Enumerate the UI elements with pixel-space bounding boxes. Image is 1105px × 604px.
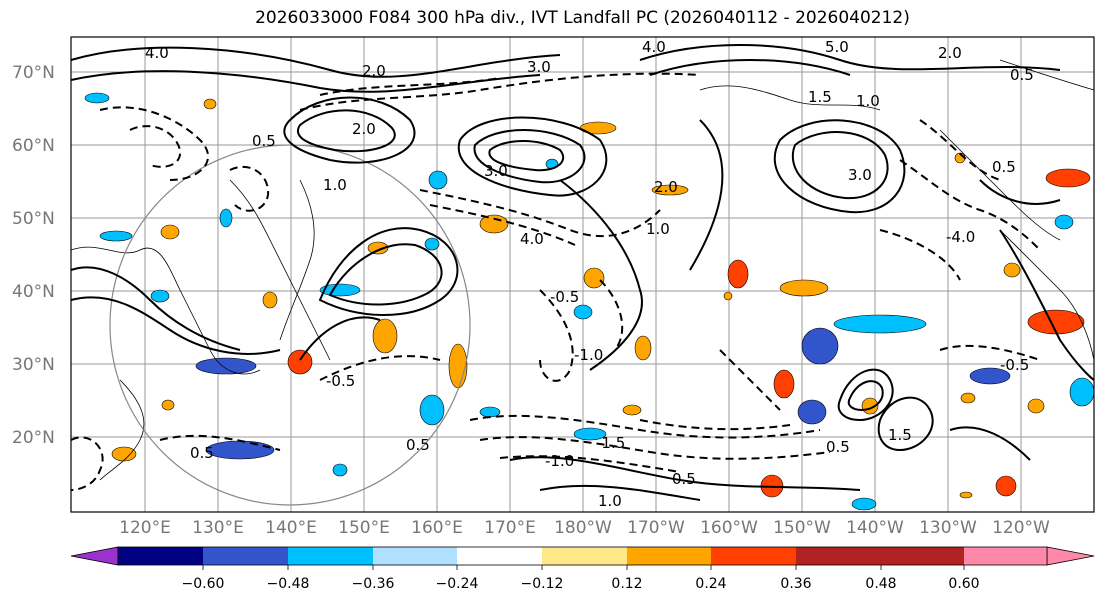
colorbar-segment — [203, 547, 288, 565]
colorbar-tick: −0.12 — [521, 576, 564, 592]
lon-label: 140°E — [265, 518, 317, 538]
colorbar-segment — [373, 547, 457, 565]
lon-label: 130°E — [192, 518, 244, 538]
contour-label: 2.0 — [938, 44, 962, 62]
lat-label: 60°N — [12, 136, 55, 156]
contour-label: 3.0 — [527, 58, 551, 76]
contour-label: 2.0 — [654, 178, 678, 196]
colorbar-segment — [457, 547, 542, 565]
radius-circle — [109, 144, 471, 506]
contour-label: 4.0 — [145, 44, 169, 62]
colorbar-segment — [711, 547, 796, 565]
colorbar-segment — [796, 547, 881, 565]
contour-label: 2.0 — [362, 62, 386, 80]
lon-label: 140°W — [846, 518, 904, 538]
lon-label: 130°W — [919, 518, 977, 538]
colorbar-segment — [118, 547, 203, 565]
colorbar-outline — [117, 546, 1048, 566]
colorbar-tick: 0.12 — [611, 576, 642, 592]
contour-labels: 4.0 2.0 3.0 2.0 1.0 0.5 4.0 5.0 2.0 0.5 … — [145, 38, 1034, 510]
colorbar-segment — [964, 547, 1047, 565]
longitude-labels: 120°E 130°E 140°E 150°E 160°E 170°E 180°… — [119, 518, 1050, 538]
colorbar-tick: −0.36 — [352, 576, 395, 592]
lon-label: 120°W — [992, 518, 1050, 538]
contour-label: 1.0 — [598, 492, 622, 510]
contour-label: -4.0 — [946, 228, 975, 246]
map-frame — [70, 36, 1095, 513]
contour-label: 0.5 — [672, 470, 696, 488]
contour-label: -1.0 — [574, 346, 603, 364]
contour-label: -0.5 — [326, 372, 355, 390]
contour-label: 5.0 — [825, 38, 849, 56]
positive-contours — [70, 44, 1095, 501]
contour-label: 1.5 — [888, 426, 912, 444]
contour-label: 1.0 — [323, 176, 347, 194]
contour-label: 0.5 — [190, 444, 214, 462]
contour-label: 2.0 — [352, 120, 376, 138]
colorbar-tick: 0.48 — [865, 576, 896, 592]
contour-label: 0.5 — [1010, 66, 1034, 84]
colorbar: −0.60 −0.48 −0.36 −0.24 −0.12 0.12 0.24 … — [70, 546, 1095, 592]
contour-label: 0.5 — [252, 132, 276, 150]
coastlines — [70, 59, 1095, 481]
lat-label: 20°N — [12, 428, 55, 448]
contour-label: 4.0 — [642, 38, 666, 56]
contour-label: -1.0 — [545, 452, 574, 470]
colorbar-tick: 0.36 — [780, 576, 811, 592]
lon-label: 160°W — [700, 518, 758, 538]
lon-label: 180°W — [554, 518, 612, 538]
lon-label: 160°E — [411, 518, 463, 538]
colorbar-segment — [627, 547, 711, 565]
contour-label: 1.0 — [856, 92, 880, 110]
lon-label: 170°W — [627, 518, 685, 538]
colorbar-tick: −0.24 — [436, 576, 479, 592]
colorbar-tick: 0.24 — [695, 576, 726, 592]
colorbar-segment — [288, 547, 373, 565]
lon-label: 120°E — [119, 518, 171, 538]
lat-label: 30°N — [12, 355, 55, 375]
contour-label: -0.5 — [1000, 356, 1029, 374]
colorbar-segment — [881, 547, 964, 565]
figure-title: 2026033000 F084 300 hPa div., IVT Landfa… — [255, 8, 910, 28]
colorbar-tick: −0.48 — [267, 576, 310, 592]
contour-label: 0.5 — [992, 158, 1016, 176]
lat-label: 40°N — [12, 282, 55, 302]
contour-label: 3.0 — [484, 162, 508, 180]
contour-label: 4.0 — [520, 230, 544, 248]
lon-label: 170°E — [484, 518, 536, 538]
contour-label: 1.0 — [646, 220, 670, 238]
contour-label: 0.5 — [826, 438, 850, 456]
contour-label: -0.5 — [550, 288, 579, 306]
contour-label: 3.0 — [848, 166, 872, 184]
contour-label: -1.5 — [596, 434, 625, 452]
contour-label: 0.5 — [406, 436, 430, 454]
ivt-shading — [84, 92, 1095, 511]
lat-label: 70°N — [12, 63, 55, 83]
colorbar-extend-low — [70, 546, 119, 566]
lon-label: 150°W — [773, 518, 831, 538]
colorbar-extend-high — [1046, 546, 1095, 566]
lat-label: 50°N — [12, 209, 55, 229]
colorbar-tick: 0.60 — [948, 576, 979, 592]
latitude-labels: 70°N 60°N 50°N 40°N 30°N 20°N — [12, 63, 55, 448]
colorbar-tick: −0.60 — [182, 576, 225, 592]
lon-label: 150°E — [338, 518, 390, 538]
contour-label: 1.5 — [808, 88, 832, 106]
negative-contours — [70, 72, 1041, 491]
colorbar-segment — [542, 547, 627, 565]
